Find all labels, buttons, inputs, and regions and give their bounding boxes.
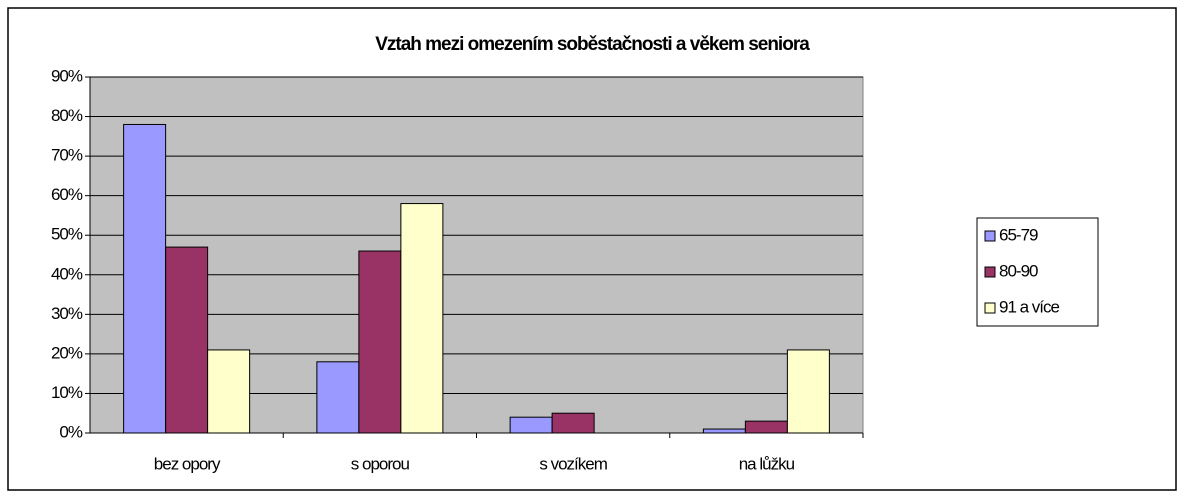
y-tick-label: 10% [51, 383, 83, 402]
bar [509, 416, 553, 434]
legend-swatch [984, 230, 996, 242]
legend-box [976, 217, 1099, 327]
bar [551, 412, 595, 434]
y-tick-label: 30% [51, 304, 83, 323]
legend-label: 65-79 [999, 225, 1038, 244]
x-tick-label: na lůžku [739, 454, 795, 473]
y-tick-label: 40% [51, 264, 83, 283]
legend-label: 80-90 [999, 261, 1038, 280]
bar [786, 349, 830, 434]
y-tick-label: 50% [51, 225, 83, 244]
y-tick-label: 0% [59, 422, 82, 441]
legend-swatch [984, 302, 996, 314]
x-tick-label: s oporou [351, 454, 410, 473]
y-tick-label: 80% [51, 106, 83, 125]
bar [165, 246, 209, 434]
bar [358, 250, 402, 434]
bar [123, 123, 167, 434]
x-tick-label: bez opory [154, 454, 221, 473]
x-tick-label: s vozíkem [539, 454, 607, 473]
y-tick-label: 20% [51, 343, 83, 362]
bar [316, 361, 360, 434]
bar [744, 420, 788, 434]
y-tick-label: 90% [51, 66, 83, 85]
chart-title: Vztah mezi omezením soběstačnosti a věke… [375, 34, 810, 55]
bar [400, 203, 444, 434]
bar [207, 349, 251, 434]
legend-label: 91 a více [999, 297, 1060, 316]
bar [702, 428, 746, 434]
legend-swatch [984, 266, 996, 278]
y-tick-label: 60% [51, 185, 83, 204]
y-tick-label: 70% [51, 146, 83, 165]
